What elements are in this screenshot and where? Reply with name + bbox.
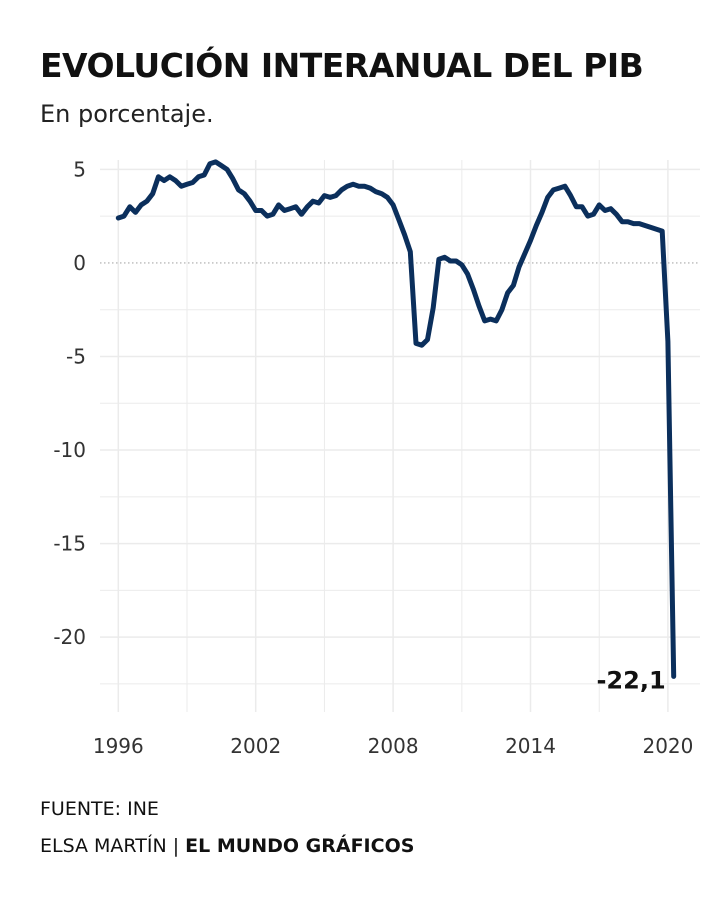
y-tick-label: -10 — [53, 438, 86, 462]
author-name: ELSA MARTÍN — [40, 835, 167, 857]
x-tick-label: 1996 — [93, 734, 144, 758]
y-tick-label: -5 — [66, 344, 86, 368]
y-tick-label: 0 — [73, 251, 86, 275]
y-tick-label: -15 — [53, 532, 86, 556]
brand-name: EL MUNDO GRÁFICOS — [185, 835, 415, 857]
last-value-label: -22,1 — [596, 666, 665, 694]
source-note: FUENTE: INE — [40, 798, 159, 820]
x-tick-label: 2020 — [642, 734, 693, 758]
axis-ticks: 5 0 -5 -10 -15 -20 1996 2002 2008 2014 2020 — [53, 157, 693, 758]
x-tick-label: 2014 — [505, 734, 556, 758]
y-tick-label: 5 — [73, 157, 86, 181]
y-tick-label: -20 — [53, 625, 86, 649]
gdp-series-line — [115, 159, 677, 679]
credit-line: ELSA MARTÍN | EL MUNDO GRÁFICOS — [40, 835, 414, 857]
x-tick-label: 2002 — [230, 734, 281, 758]
series — [115, 159, 677, 679]
credit-separator: | — [166, 835, 186, 857]
page-title: EVOLUCIÓN INTERANUAL DEL PIB — [40, 46, 644, 85]
page-subtitle: En porcentaje. — [40, 100, 214, 128]
x-tick-label: 2008 — [368, 734, 419, 758]
annotations: -22,1 — [596, 666, 665, 694]
grid — [100, 160, 700, 712]
